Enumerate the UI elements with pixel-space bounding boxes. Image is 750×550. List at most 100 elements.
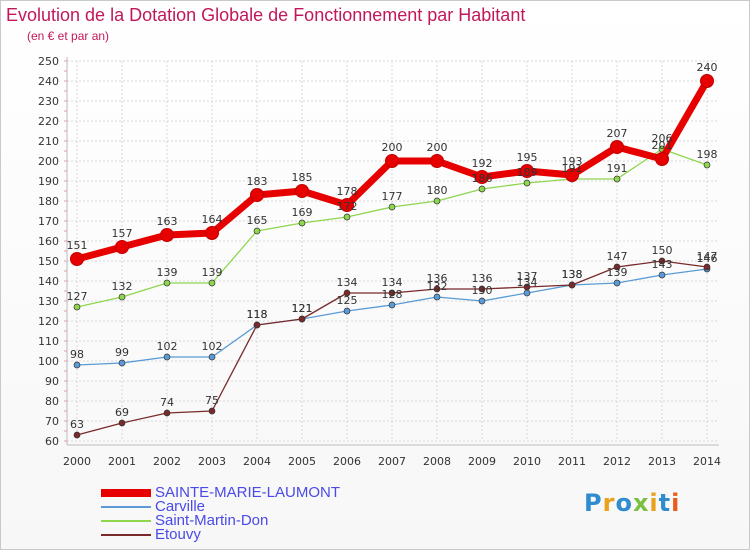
y-tick-label: 160 (38, 235, 59, 248)
y-tick-label: 140 (38, 275, 59, 288)
data-point-etouvy (568, 281, 576, 289)
data-label-etouvy: 136 (427, 272, 448, 285)
data-point-etouvy (703, 263, 711, 271)
x-tick-label: 2001 (108, 455, 136, 468)
logo-letter: i (671, 489, 681, 517)
data-point-carville (73, 361, 81, 369)
legend-swatch (101, 534, 151, 536)
logo-letter: o (615, 489, 633, 517)
data-label-saint-martin-don: 177 (382, 190, 403, 203)
y-tick-label: 110 (38, 335, 59, 348)
data-point-carville (388, 301, 396, 309)
data-point-carville (343, 307, 351, 315)
x-tick-label: 2003 (198, 455, 226, 468)
data-point-saint-martin-don (343, 213, 351, 221)
data-point-saint-martin-don (703, 161, 711, 169)
data-point-sainte-marie-laumont (295, 184, 309, 198)
data-label-sainte-marie-laumont: 178 (337, 185, 358, 198)
data-label-saint-martin-don: 191 (562, 162, 583, 175)
data-label-etouvy: 121 (292, 302, 313, 315)
data-point-saint-martin-don (208, 279, 216, 287)
y-tick-label: 220 (38, 115, 59, 128)
data-label-carville: 128 (382, 288, 403, 301)
data-label-etouvy: 147 (607, 250, 628, 263)
data-point-sainte-marie-laumont (340, 198, 354, 212)
line-chart: 60 70 80 90 100 110 120 130 140 150 160 170 180 190 20… (38, 55, 721, 468)
chart-subtitle: (en € et par an) (27, 29, 110, 43)
x-tick-label: 2008 (423, 455, 451, 468)
data-point-sainte-marie-laumont (655, 152, 669, 166)
data-label-sainte-marie-laumont: 151 (67, 239, 88, 252)
y-tick-label: 80 (45, 395, 59, 408)
data-point-sainte-marie-laumont (385, 154, 399, 168)
data-label-carville: 143 (652, 258, 673, 271)
data-point-sainte-marie-laumont (610, 140, 624, 154)
x-tick-label: 2000 (63, 455, 91, 468)
y-tick-label: 60 (45, 435, 59, 448)
data-label-carville: 121 (292, 302, 313, 315)
data-label-carville: 118 (247, 308, 268, 321)
data-point-saint-martin-don (523, 179, 531, 187)
y-tick-label: 230 (38, 95, 59, 108)
data-label-etouvy: 150 (652, 244, 673, 257)
data-label-etouvy: 118 (247, 308, 268, 321)
data-label-carville: 99 (115, 346, 129, 359)
legend-label: SAINTE-MARIE-LAUMONT (155, 484, 341, 501)
data-point-etouvy (118, 419, 126, 427)
data-label-saint-martin-don: 191 (607, 162, 628, 175)
data-label-carville: 98 (70, 348, 84, 361)
y-tick-label: 120 (38, 315, 59, 328)
data-point-etouvy (658, 257, 666, 265)
data-point-etouvy (73, 431, 81, 439)
data-point-sainte-marie-laumont (205, 226, 219, 240)
data-point-saint-martin-don (613, 175, 621, 183)
legend-label: Etouvy (155, 526, 201, 543)
data-point-etouvy (163, 409, 171, 417)
data-point-carville (613, 279, 621, 287)
data-label-saint-martin-don: 198 (697, 148, 718, 161)
y-tick-label: 240 (38, 75, 59, 88)
data-label-saint-martin-don: 180 (427, 184, 448, 197)
y-tick-label: 170 (38, 215, 59, 228)
data-point-sainte-marie-laumont (160, 228, 174, 242)
data-label-saint-martin-don: 169 (292, 206, 313, 219)
data-point-saint-martin-don (298, 219, 306, 227)
y-tick-label: 210 (38, 135, 59, 148)
legend-label: Carville (155, 498, 206, 515)
x-tick-label: 2013 (648, 455, 676, 468)
data-label-carville: 139 (607, 266, 628, 279)
x-tick-label: 2004 (243, 455, 271, 468)
y-tick-label: 250 (38, 55, 59, 68)
data-point-saint-martin-don (253, 227, 261, 235)
logo-letter: x (632, 489, 650, 517)
data-point-sainte-marie-laumont (520, 164, 534, 178)
data-label-saint-martin-don: 139 (157, 266, 178, 279)
data-point-saint-martin-don (388, 203, 396, 211)
y-tick-label: 90 (45, 375, 59, 388)
data-label-sainte-marie-laumont: 207 (607, 127, 628, 140)
data-point-carville (208, 353, 216, 361)
data-point-etouvy (298, 315, 306, 323)
data-point-etouvy (343, 289, 351, 297)
x-tick-label: 2012 (603, 455, 631, 468)
data-point-carville (658, 271, 666, 279)
data-point-etouvy (253, 321, 261, 329)
data-label-saint-martin-don: 206 (652, 132, 673, 145)
data-label-carville: 134 (517, 276, 538, 289)
data-label-etouvy: 63 (70, 418, 84, 431)
data-label-carville: 138 (562, 268, 583, 281)
data-label-sainte-marie-laumont: 193 (562, 155, 583, 168)
data-label-etouvy: 69 (115, 406, 129, 419)
data-point-carville (523, 289, 531, 297)
data-label-sainte-marie-laumont: 164 (202, 213, 223, 226)
data-point-saint-martin-don (163, 279, 171, 287)
data-point-carville (118, 359, 126, 367)
data-label-carville: 102 (157, 340, 178, 353)
data-label-saint-martin-don: 165 (247, 214, 268, 227)
data-point-etouvy (433, 285, 441, 293)
y-tick-label: 180 (38, 195, 59, 208)
data-label-etouvy: 134 (382, 276, 403, 289)
data-point-saint-martin-don (478, 185, 486, 193)
data-label-sainte-marie-laumont: 192 (472, 157, 493, 170)
